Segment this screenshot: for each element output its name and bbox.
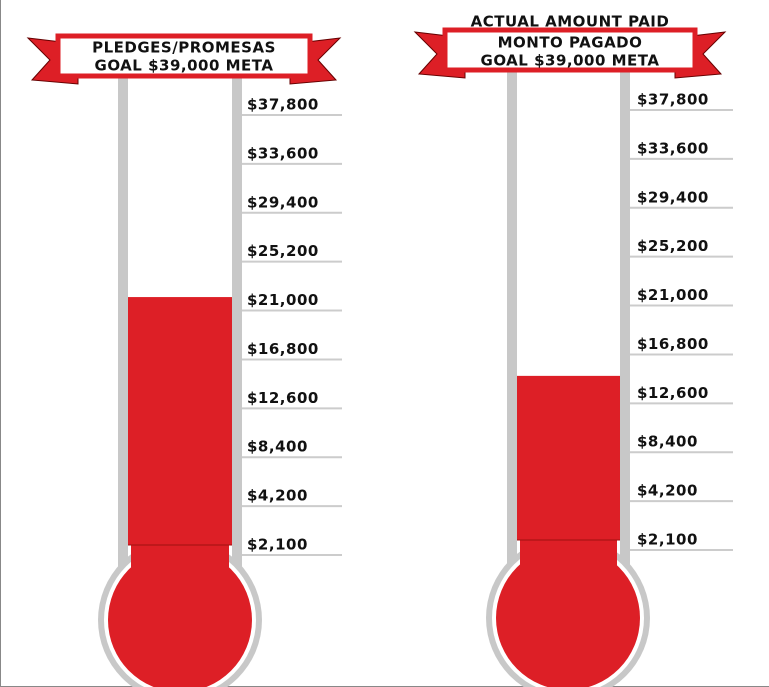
y-tick-label: $33,600 xyxy=(637,139,709,157)
y-tick-label: $2,100 xyxy=(637,531,698,549)
stem xyxy=(131,545,229,620)
y-tick-label: $37,800 xyxy=(247,96,319,114)
fill-bar xyxy=(128,297,232,545)
y-tick-label: $4,200 xyxy=(247,487,308,505)
chart-title: PLEDGES/PROMESAS xyxy=(92,39,276,57)
fill-bar xyxy=(517,376,620,540)
page: $37,800 $33,600 $29,400 $25,200 $21,000 $16,8… xyxy=(0,0,769,687)
y-tick-label: $8,400 xyxy=(247,438,308,456)
y-tick-label: $37,800 xyxy=(637,91,709,109)
y-tick-label: $25,200 xyxy=(247,242,319,260)
y-tick-label: $21,000 xyxy=(247,291,319,309)
y-tick-label: $25,200 xyxy=(637,237,709,255)
chart-title: MONTO PAGADO xyxy=(498,34,643,52)
chart-title: ACTUAL AMOUNT PAID xyxy=(471,13,670,31)
chart-title: GOAL $39,000 META xyxy=(95,57,274,75)
y-tick-label: $29,400 xyxy=(247,193,319,211)
chart-title: GOAL $39,000 META xyxy=(481,52,660,70)
y-tick-label: $16,800 xyxy=(247,340,319,358)
y-tick-label: $33,600 xyxy=(247,144,319,162)
y-tick-label: $16,800 xyxy=(637,335,709,353)
y-tick-label: $2,100 xyxy=(247,536,308,554)
stem xyxy=(520,540,617,618)
y-tick-label: $12,600 xyxy=(637,384,709,402)
y-tick-label: $29,400 xyxy=(637,188,709,206)
y-tick-label: $21,000 xyxy=(637,286,709,304)
y-tick-label: $8,400 xyxy=(637,433,698,451)
y-tick-label: $12,600 xyxy=(247,389,319,407)
y-tick-label: $4,200 xyxy=(637,482,698,500)
